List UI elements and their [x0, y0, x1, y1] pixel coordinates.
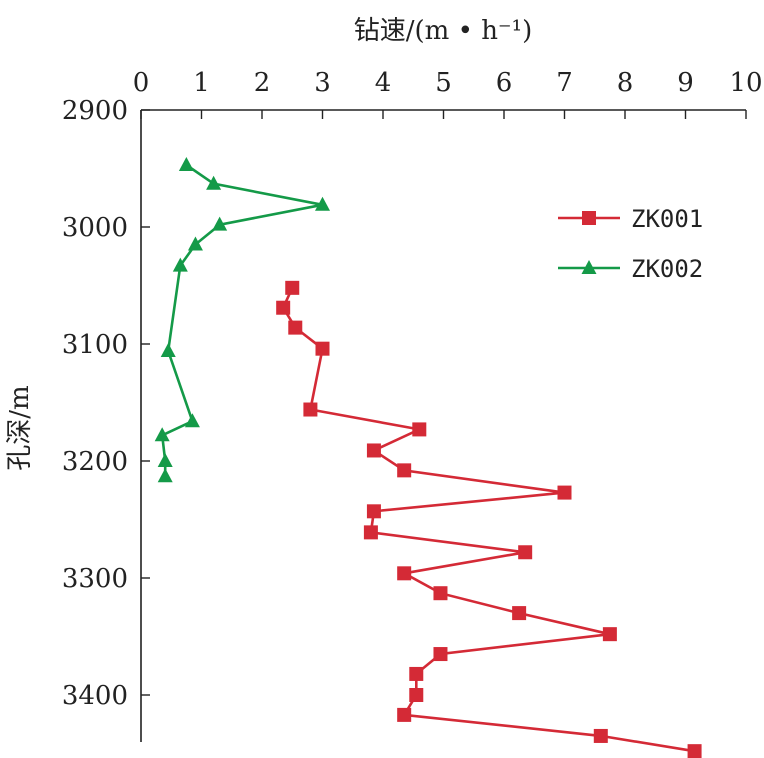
data-point-zk002 — [160, 343, 176, 358]
legend-item-zk002: ZK002 — [558, 255, 703, 283]
data-point-zk001 — [409, 688, 424, 702]
data-point-zk001 — [687, 744, 702, 758]
data-point-zk001 — [397, 566, 412, 581]
data-point-zk001 — [512, 606, 527, 621]
data-point-zk002 — [178, 156, 194, 171]
y-ticks: 2900 3000 3100 3200 3300 3400 — [62, 96, 150, 711]
y-tick-label: 3000 — [62, 213, 128, 243]
y-tick-label: 3400 — [62, 681, 128, 711]
data-point-zk001 — [285, 280, 300, 295]
series-line-zk001 — [281, 287, 695, 753]
series-zk002 — [154, 156, 330, 483]
data-point-zk001 — [557, 485, 572, 500]
series-layer — [154, 156, 702, 758]
data-point-zk002 — [206, 175, 222, 190]
data-point-zk001 — [315, 341, 330, 356]
data-point-zk001 — [366, 504, 381, 519]
series-line-zk002 — [160, 163, 323, 477]
data-point-zk001 — [602, 627, 617, 642]
legend-marker-zk001 — [582, 211, 596, 225]
data-point-zk001 — [412, 422, 427, 437]
x-ticks: 0 1 2 3 4 5 6 7 8 9 10 — [133, 68, 763, 119]
data-point-zk002 — [154, 427, 170, 442]
x-tick-label: 9 — [677, 68, 694, 98]
legend-marker-zk002 — [581, 260, 597, 274]
data-point-zk002 — [315, 196, 330, 211]
x-tick-label: 1 — [193, 68, 210, 98]
series-zk001 — [276, 280, 702, 758]
x-tick-label: 7 — [556, 68, 573, 98]
data-point-zk001 — [288, 320, 303, 335]
data-point-zk002 — [184, 413, 200, 428]
data-point-zk001 — [276, 300, 291, 315]
y-tick-label: 3200 — [62, 447, 128, 477]
data-point-zk001 — [409, 666, 424, 681]
x-axis-title: 钻速/(m • h⁻¹) — [354, 16, 532, 46]
y-tick-label: 3100 — [62, 330, 128, 360]
data-point-zk001 — [397, 463, 412, 478]
x-tick-label: 5 — [435, 68, 452, 98]
data-point-zk001 — [397, 707, 412, 722]
x-tick-label: 4 — [375, 68, 392, 98]
legend: ZK001 ZK002 — [558, 205, 703, 283]
y-axis-title: 孔深/m — [5, 385, 35, 470]
data-point-zk002 — [212, 216, 228, 231]
x-tick-label: 6 — [496, 68, 513, 98]
data-point-zk002 — [172, 257, 188, 272]
data-point-zk001 — [303, 402, 318, 417]
data-point-zk002 — [157, 453, 173, 467]
x-tick-label: 8 — [617, 68, 634, 98]
legend-label-zk002: ZK002 — [631, 255, 703, 283]
x-tick-label: 2 — [254, 68, 271, 98]
x-tick-label: 10 — [729, 68, 762, 98]
legend-item-zk001: ZK001 — [558, 205, 703, 233]
data-point-zk001 — [433, 586, 448, 601]
x-tick-label: 3 — [314, 68, 331, 98]
data-point-zk002 — [187, 236, 203, 251]
data-point-zk001 — [593, 728, 608, 743]
data-point-zk001 — [366, 443, 381, 458]
x-tick-label: 0 — [133, 68, 150, 98]
data-point-zk002 — [157, 468, 173, 483]
data-point-zk001 — [363, 525, 378, 540]
legend-label-zk001: ZK001 — [631, 205, 703, 233]
y-tick-label: 3300 — [62, 564, 128, 594]
data-point-zk001 — [518, 545, 533, 560]
data-point-zk001 — [433, 647, 448, 662]
y-tick-label: 2900 — [62, 96, 128, 126]
